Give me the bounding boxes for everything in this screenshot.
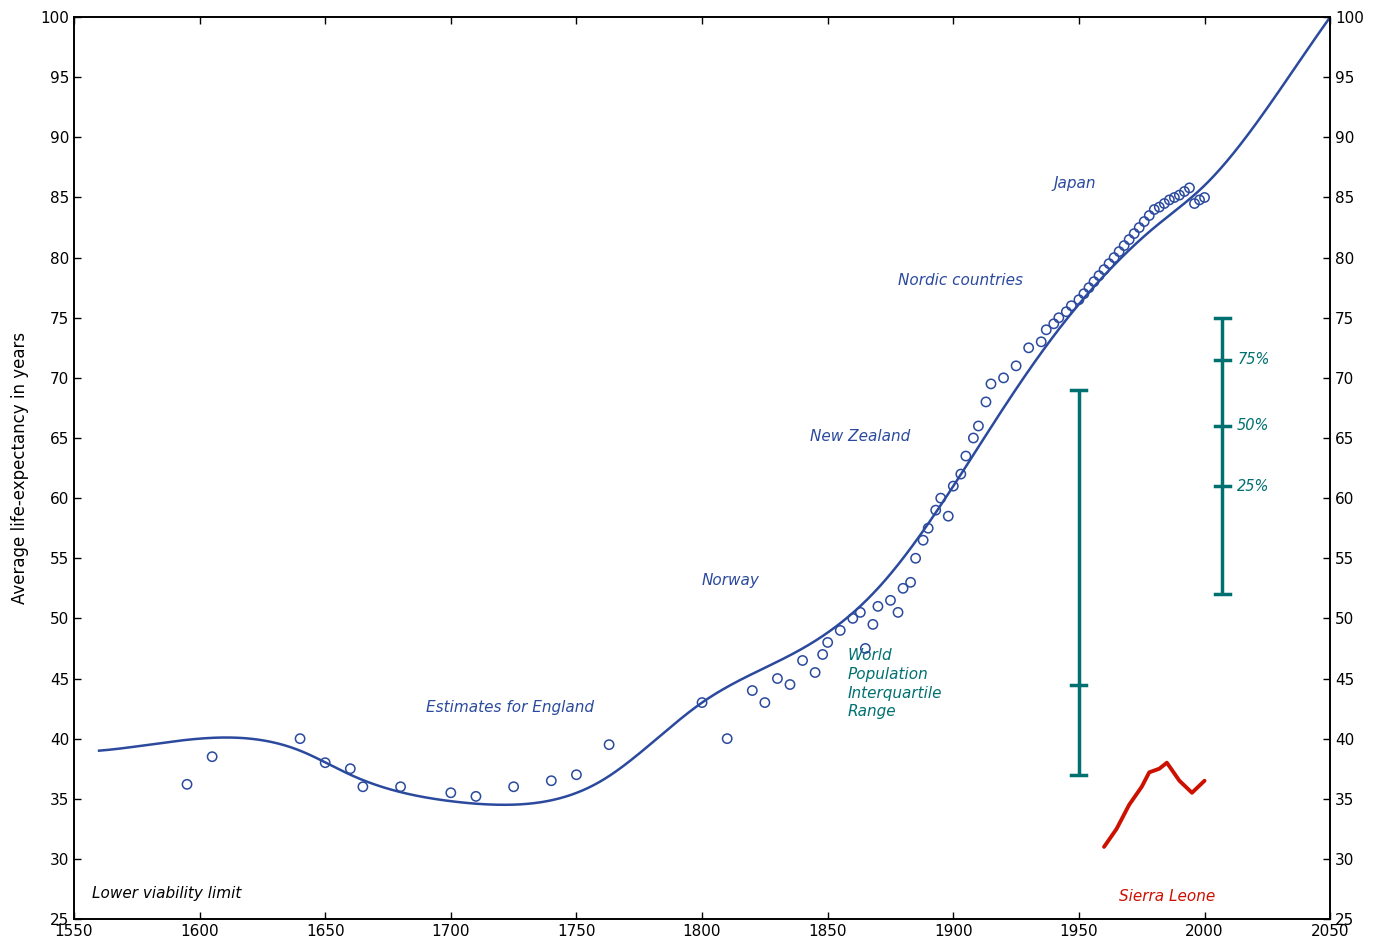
Point — [899, 575, 921, 590]
Point — [811, 647, 833, 662]
Text: Nordic countries: Nordic countries — [898, 273, 1023, 288]
Point — [1178, 180, 1200, 196]
Point — [1108, 244, 1130, 259]
Point — [1184, 196, 1206, 211]
Point — [340, 761, 362, 776]
Point — [804, 665, 826, 680]
Point — [1188, 192, 1210, 207]
Point — [389, 779, 411, 794]
Point — [1048, 310, 1070, 325]
Point — [925, 503, 947, 518]
Point — [880, 593, 902, 608]
Point — [1103, 250, 1125, 265]
Point — [962, 430, 984, 446]
Point — [1154, 196, 1176, 211]
Text: Lower viability limit: Lower viability limit — [92, 886, 241, 901]
Text: New Zealand: New Zealand — [810, 429, 910, 444]
Point — [829, 623, 851, 638]
Point — [930, 490, 952, 505]
Point — [975, 394, 997, 409]
Point — [866, 598, 888, 614]
Point — [950, 466, 972, 482]
Point — [1123, 226, 1145, 241]
Point — [1035, 322, 1057, 337]
Point — [1068, 292, 1090, 307]
Point — [1163, 190, 1185, 205]
Point — [817, 635, 839, 650]
Text: Estimates for England: Estimates for England — [426, 699, 594, 714]
Point — [1088, 268, 1110, 283]
Point — [892, 580, 914, 596]
Point — [912, 533, 934, 548]
Point — [780, 677, 802, 693]
Point — [954, 448, 976, 464]
Point — [1078, 280, 1100, 295]
Point — [792, 653, 814, 668]
Text: 75%: 75% — [1238, 352, 1269, 368]
Point — [942, 479, 964, 494]
Point — [289, 732, 311, 747]
Point — [692, 695, 714, 711]
Text: Japan: Japan — [1053, 177, 1096, 192]
Text: 50%: 50% — [1238, 419, 1269, 433]
Point — [1138, 208, 1160, 223]
Text: Sierra Leone: Sierra Leone — [1119, 889, 1216, 904]
Point — [1118, 232, 1140, 247]
Point — [968, 418, 990, 433]
Point — [938, 508, 960, 523]
Point — [565, 767, 587, 782]
Point — [917, 521, 939, 536]
Point — [1093, 262, 1115, 277]
Point — [766, 671, 788, 686]
Point — [1133, 214, 1155, 229]
Y-axis label: Average life-expectancy in years: Average life-expectancy in years — [11, 332, 29, 604]
Point — [1143, 202, 1165, 218]
Point — [352, 779, 374, 794]
Point — [854, 641, 876, 656]
Point — [503, 779, 525, 794]
Point — [201, 750, 223, 765]
Point — [440, 785, 462, 800]
Point — [1099, 256, 1121, 272]
Point — [1030, 334, 1052, 350]
Point — [1148, 200, 1170, 215]
Point — [842, 611, 864, 626]
Text: Norway: Norway — [703, 573, 760, 588]
Point — [993, 370, 1015, 386]
Point — [465, 788, 487, 804]
Point — [1072, 286, 1094, 301]
Point — [850, 605, 872, 620]
Point — [1173, 184, 1195, 200]
Point — [1158, 192, 1180, 207]
Point — [1129, 220, 1151, 236]
Point — [887, 605, 909, 620]
Point — [980, 376, 1002, 391]
Point — [1169, 187, 1191, 202]
Point — [1060, 298, 1082, 314]
Point — [176, 777, 198, 792]
Point — [1018, 340, 1040, 355]
Point — [315, 755, 337, 770]
Point — [540, 773, 562, 788]
Point — [754, 695, 776, 711]
Point — [1194, 190, 1216, 205]
Point — [905, 551, 927, 566]
Point — [1056, 304, 1078, 319]
Point — [1084, 274, 1106, 289]
Point — [598, 737, 620, 752]
Point — [1114, 238, 1136, 254]
Point — [741, 683, 763, 698]
Text: World
Population
Interquartile
Range: World Population Interquartile Range — [848, 649, 942, 719]
Point — [716, 732, 738, 747]
Point — [1005, 358, 1027, 373]
Text: 25%: 25% — [1238, 479, 1269, 494]
Point — [1042, 316, 1064, 332]
Point — [862, 617, 884, 632]
